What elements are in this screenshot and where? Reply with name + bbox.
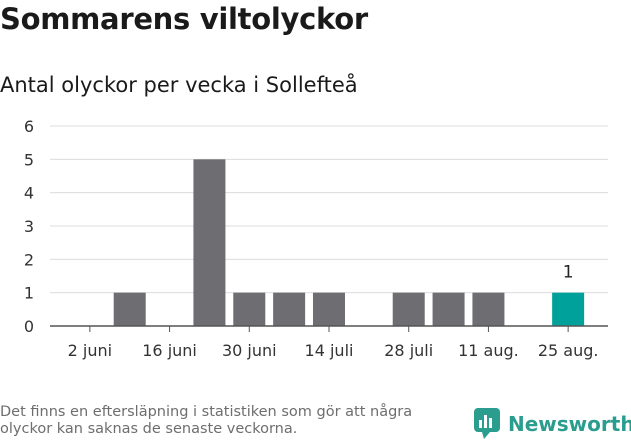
brand-logo-block[interactable]: Newsworthy [474,408,631,440]
y-tick-label: 5 [24,150,34,169]
x-tick-label: 11 aug. [458,341,519,360]
newsworthy-logo-icon [474,408,500,439]
bar-4-aug- [432,292,465,326]
data-label: 1 [563,263,574,283]
x-tick-label: 25 aug. [538,341,599,360]
chart-title: Sommarens viltolyckor [0,2,368,36]
bar-23-juni [193,159,226,326]
bar-11-aug- [472,292,505,326]
y-tick-label: 4 [24,184,34,203]
x-tick-label: 30 juni [222,341,277,360]
x-tick-label: 2 juni [68,341,112,360]
chart-subtitle: Antal olyckor per vecka i Sollefteå [0,73,358,97]
y-tick-label: 6 [24,117,34,136]
x-tick-label: 28 juli [384,341,433,360]
bar-9-juni [113,292,146,326]
y-tick-label: 1 [24,284,34,303]
y-tick-label: 0 [24,317,34,336]
y-tick-label: 3 [24,217,34,236]
x-tick-label: 16 juni [142,341,197,360]
footnote: Det finns en eftersläpning i statistiken… [0,404,413,437]
y-tick-label: 2 [24,250,34,269]
bar-chart: 0 1 2 3 4 5 6 2 juni 16 juni 30 juni 14 juli 28 jul… [24,117,608,360]
bar-28-juli [392,292,425,326]
x-tick-label: 14 juli [305,341,354,360]
bar-30-juni [233,292,266,326]
brand-name: Newsworthy [508,412,631,436]
bar-7-juli [273,292,306,326]
bar-25-aug- [552,292,585,326]
bar-14-juli [313,292,345,326]
